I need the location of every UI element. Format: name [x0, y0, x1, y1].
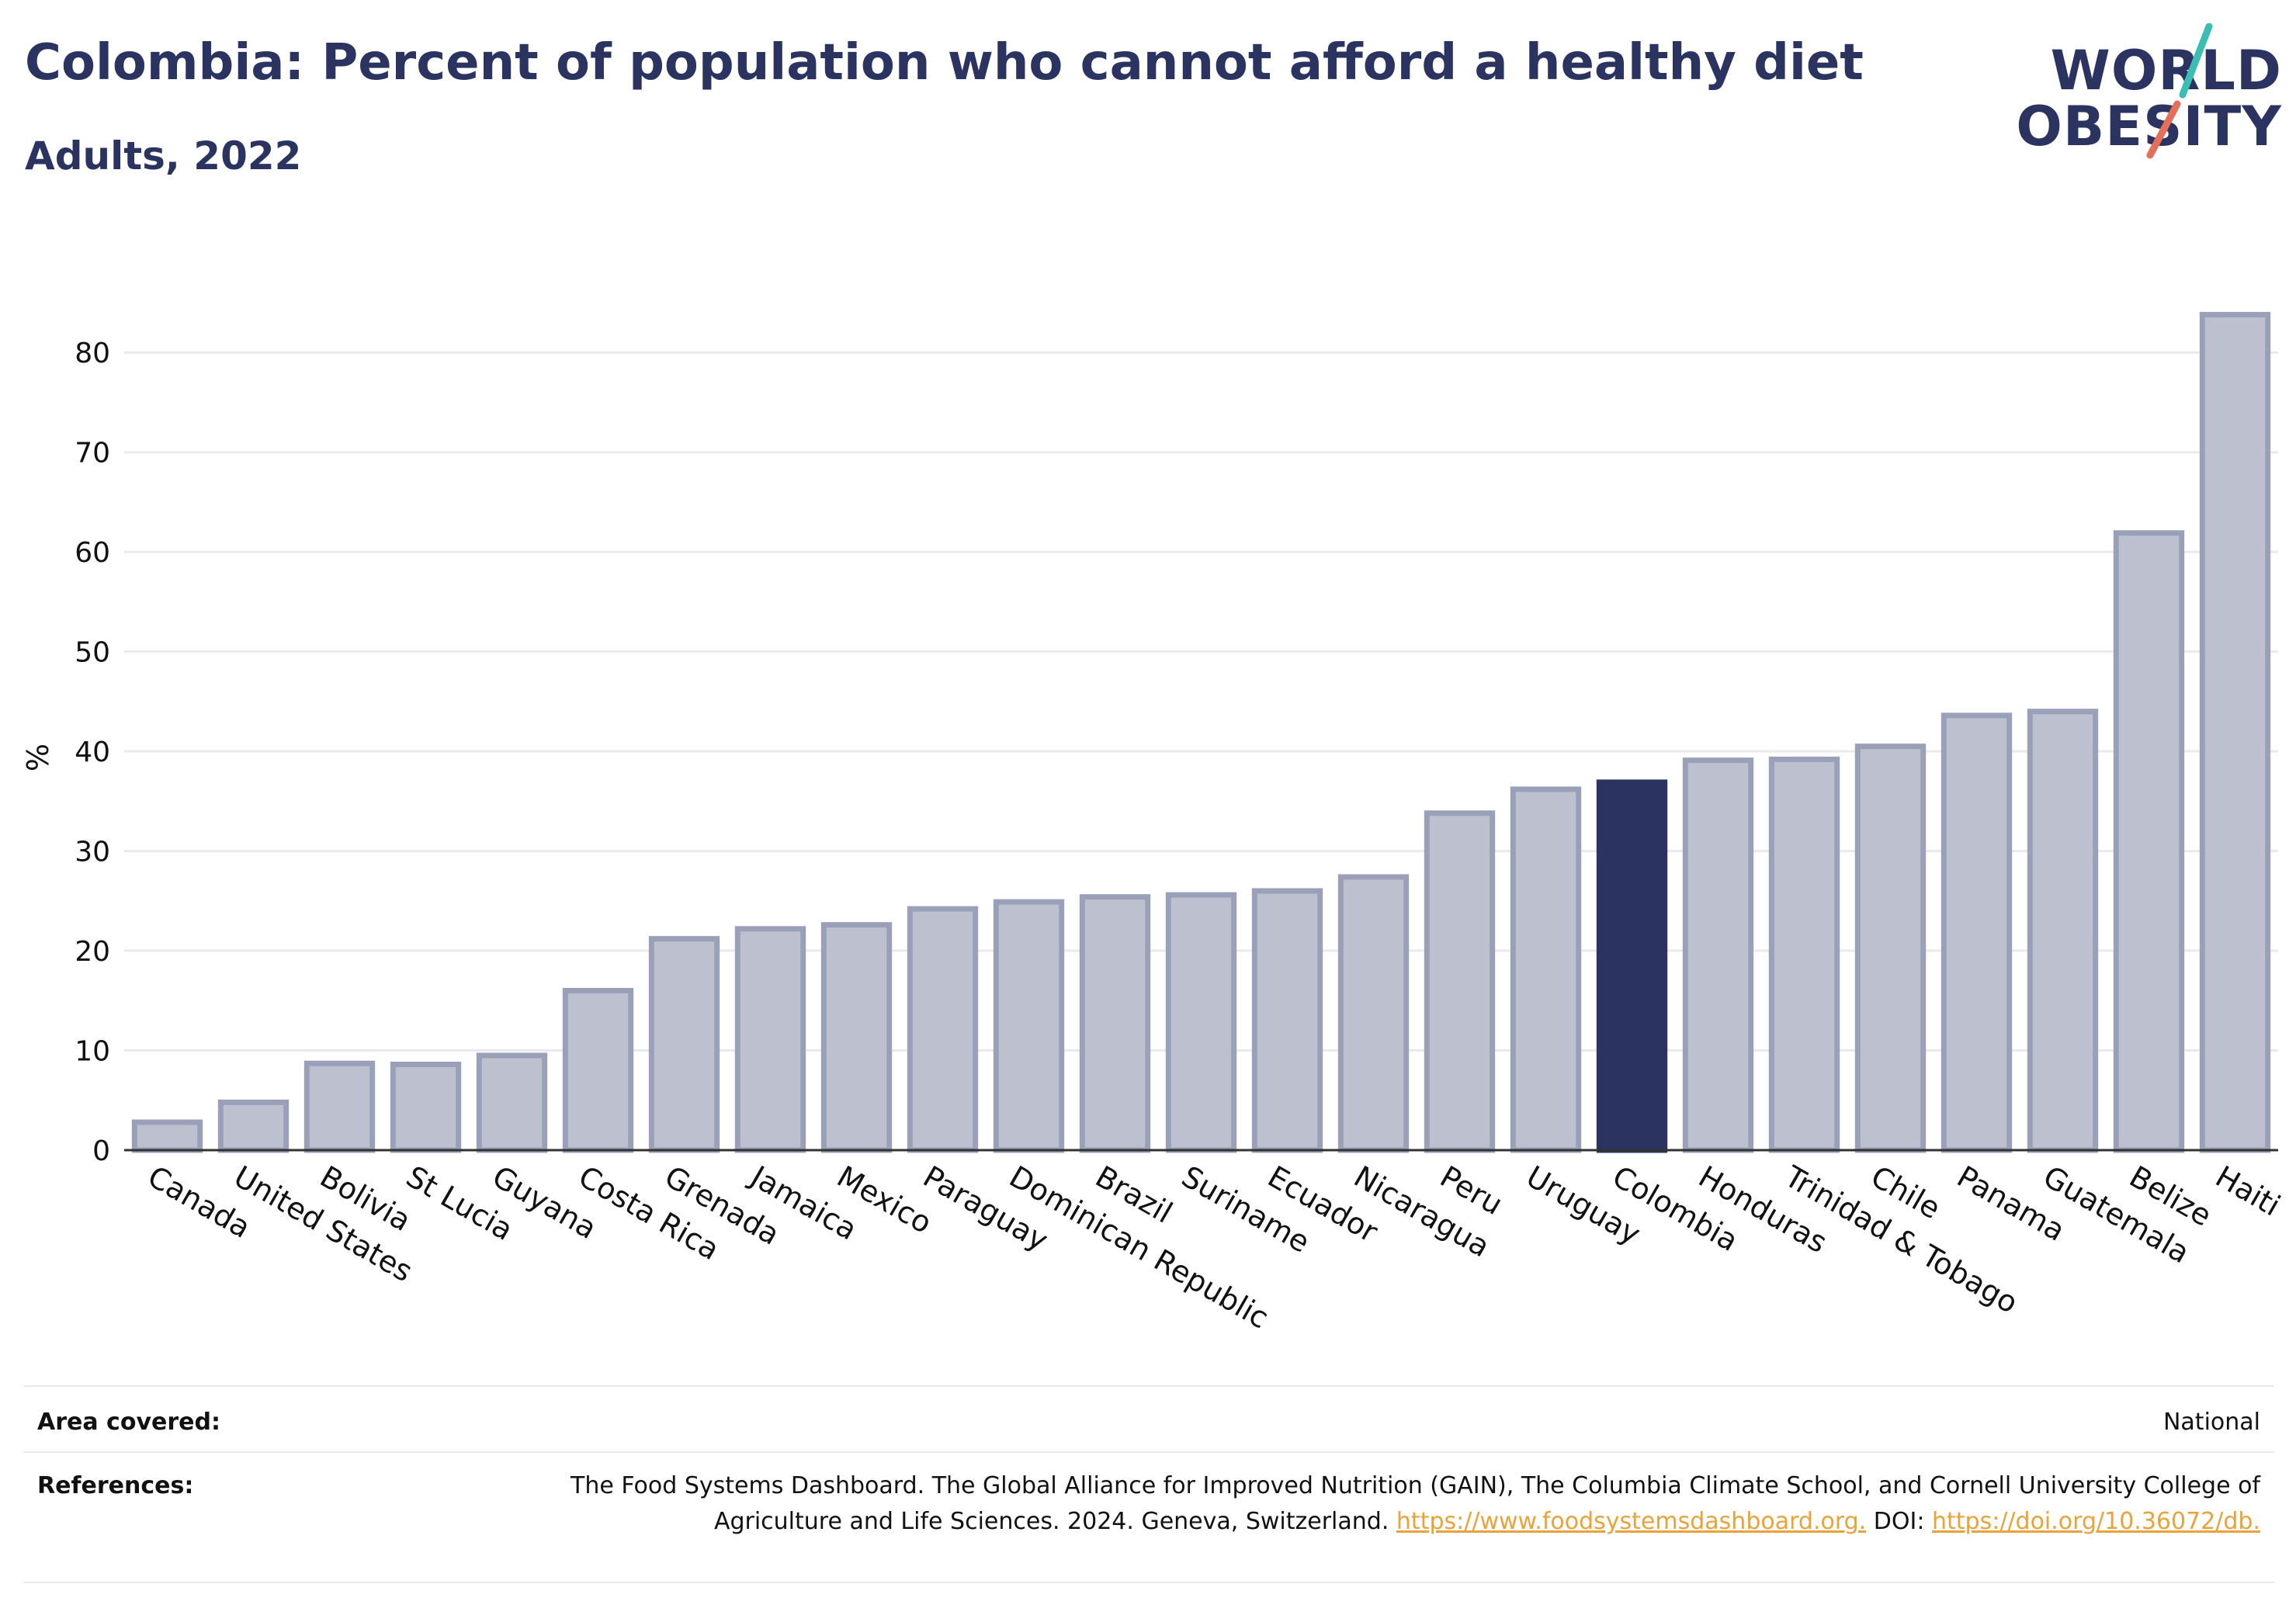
logo-slash-icon: [2146, 23, 2213, 159]
bar-panama: [1941, 712, 2013, 1153]
bar-brazil: [1079, 894, 1151, 1153]
bar-colombia: [1596, 779, 1668, 1153]
chart-title: Colombia: Percent of population who cann…: [25, 34, 1864, 92]
chart-subtitle: Adults, 2022: [25, 133, 302, 178]
bar-dominican-republic: [993, 899, 1065, 1153]
area-covered-value: National: [2162, 1409, 2260, 1436]
references-text: The Food Systems Dashboard. The Global A…: [553, 1468, 2260, 1540]
bar-haiti: [2199, 311, 2271, 1153]
bar-grenada: [648, 936, 720, 1153]
bars: [131, 311, 2271, 1153]
bar-guatemala: [2027, 709, 2099, 1153]
y-tick-label: 20: [75, 936, 110, 968]
bar-nicaragua: [1337, 874, 1410, 1153]
logo-word-obesity: OBESITY: [2016, 95, 2282, 158]
y-tick-labels: 0 10 20 30 40 50 60 70 80: [75, 338, 110, 1167]
bar-jamaica: [734, 926, 806, 1153]
bar-trinidad-tobago: [1768, 756, 1840, 1153]
references-body: The Food Systems Dashboard. The Global A…: [571, 1472, 2260, 1535]
y-tick-label: 0: [92, 1135, 110, 1167]
y-tick-label: 40: [75, 736, 110, 768]
y-tick-label: 50: [75, 637, 110, 669]
bar-costa-rica: [562, 987, 634, 1153]
footer-divider-middle: [23, 1451, 2274, 1453]
bar-peru: [1424, 810, 1496, 1153]
bar-suriname: [1165, 892, 1237, 1153]
doi-label: DOI:: [1873, 1508, 1925, 1535]
bar-uruguay: [1510, 786, 1582, 1153]
bar-canada: [131, 1119, 203, 1153]
footer-divider-bottom: [23, 1582, 2274, 1583]
area-covered-label: Area covered:: [37, 1409, 220, 1436]
y-tick-label: 30: [75, 837, 110, 868]
y-tick-label: 70: [75, 438, 110, 470]
logo-word-world: WORLD: [2050, 39, 2282, 102]
dashboard-link[interactable]: https://www.foodsystemsdashboard.org.: [1396, 1508, 1867, 1535]
bar-bolivia: [303, 1060, 376, 1153]
bar-st-lucia: [390, 1062, 462, 1153]
doi-link[interactable]: https://doi.org/10.36072/db.: [1932, 1508, 2260, 1535]
y-tick-label: 10: [75, 1036, 110, 1068]
bar-ecuador: [1251, 888, 1323, 1153]
bar-guyana: [476, 1052, 548, 1153]
x-tick-label: Haiti: [2210, 1159, 2286, 1223]
y-tick-label: 80: [75, 338, 110, 369]
bar-honduras: [1682, 757, 1754, 1153]
bar-chile: [1854, 743, 1927, 1153]
bar-belize: [2113, 530, 2185, 1153]
footer-divider-top: [23, 1385, 2274, 1387]
world-obesity-logo: WORLD OBESITY: [2016, 23, 2282, 163]
bar-paraguay: [907, 906, 979, 1153]
y-tick-label: 60: [75, 537, 110, 569]
references-label: References:: [37, 1472, 194, 1499]
bar-united-states: [217, 1099, 290, 1153]
y-axis-label: %: [21, 743, 55, 771]
bar-mexico: [820, 922, 893, 1153]
